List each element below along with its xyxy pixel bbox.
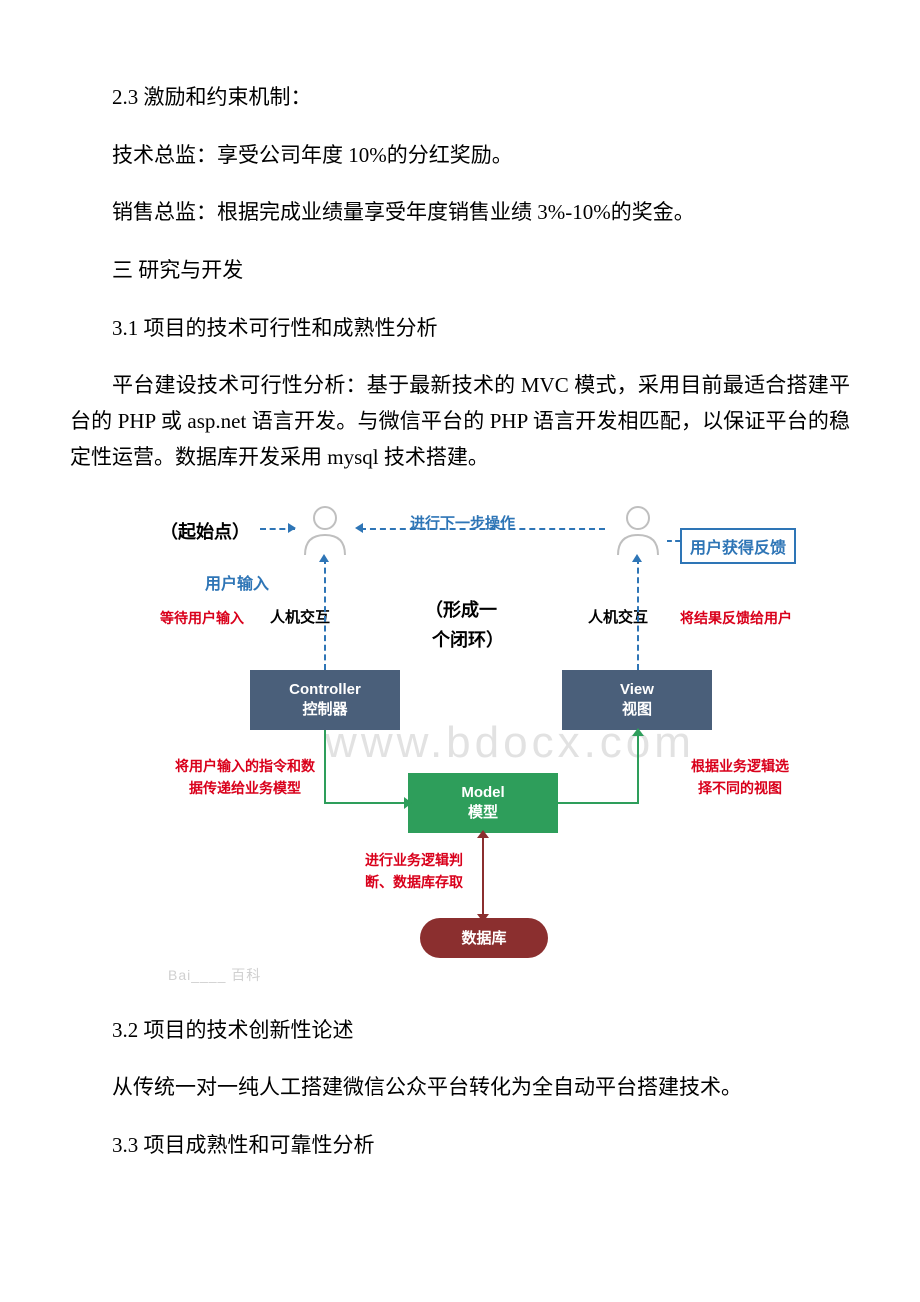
- model-view-l1: 根据业务逻辑选: [670, 756, 810, 776]
- start-point-label: （起始点）: [160, 518, 250, 544]
- view-cn: 视图: [622, 698, 652, 719]
- arrow-next-op: [355, 523, 363, 533]
- dash-user-view: [637, 558, 639, 670]
- hci-right-label: 人机交互: [588, 606, 648, 627]
- next-op-label: 进行下一步操作: [410, 512, 515, 533]
- para-section-3: 三 研究与开发: [70, 253, 850, 289]
- controller-en: Controller: [289, 681, 361, 698]
- closed-loop-l2: 个闭环）: [432, 626, 504, 652]
- para-3-3: 3.3 项目成熟性和可靠性分析: [70, 1128, 850, 1164]
- hci-left-label: 人机交互: [270, 606, 330, 627]
- para-2-3: 2.3 激励和约束机制：: [70, 80, 850, 116]
- ctrl-model-l2: 据传递给业务模型: [160, 778, 330, 798]
- db-node: 数据库: [420, 918, 548, 958]
- baidu-watermark: Bai____ 百科: [168, 965, 261, 985]
- line-model-right: [558, 802, 638, 804]
- line-ctrl-right: [324, 802, 408, 804]
- arrow-db-up: [477, 830, 489, 838]
- model-node: Model 模型: [408, 773, 558, 833]
- view-node: View 视图: [562, 670, 712, 730]
- para-3-2: 3.2 项目的技术创新性论述: [70, 1013, 850, 1049]
- para-sales-director: 销售总监：根据完成业绩量享受年度销售业绩 3%-10%的奖金。: [70, 195, 850, 231]
- model-en: Model: [461, 784, 504, 801]
- model-db-l2: 断、数据库存取: [365, 872, 463, 892]
- para-3-1: 3.1 项目的技术可行性和成熟性分析: [70, 311, 850, 347]
- arrow-ctrl-model: [404, 797, 412, 809]
- para-innovation: 从传统一对一纯人工搭建微信公众平台转化为全自动平台搭建技术。: [70, 1070, 850, 1106]
- arrow-model-view: [632, 728, 644, 736]
- return-result-label: 将结果反馈给用户: [680, 608, 792, 628]
- dash-feedback: [667, 540, 680, 542]
- closed-loop-l1: （形成一: [425, 596, 497, 622]
- model-view-l2: 择不同的视图: [670, 778, 810, 798]
- ctrl-model-l1: 将用户输入的指令和数: [160, 756, 330, 776]
- arrow-start-user: [288, 523, 296, 533]
- model-cn: 模型: [468, 801, 498, 822]
- dash-user-ctrl: [324, 558, 326, 670]
- user-right-icon: [608, 500, 668, 560]
- model-db-l1: 进行业务逻辑判: [365, 850, 463, 870]
- arrow-user-ctrl-up: [319, 554, 329, 562]
- feedback-label: 用户获得反馈: [680, 528, 796, 564]
- controller-cn: 控制器: [302, 698, 347, 719]
- user-input-label: 用户输入: [205, 570, 269, 594]
- db-label: 数据库: [461, 927, 506, 948]
- para-feasibility: 平台建设技术可行性分析：基于最新技术的 MVC 模式，采用目前最适合搭建平台的 …: [70, 368, 850, 475]
- document-page: 2.3 激励和约束机制： 技术总监：享受公司年度 10%的分红奖励。 销售总监：…: [0, 0, 920, 1302]
- para-tech-director: 技术总监：享受公司年度 10%的分红奖励。: [70, 138, 850, 174]
- line-model-up: [637, 734, 639, 804]
- line-model-db: [482, 833, 484, 918]
- mvc-diagram: www.bdocx.com （起始点） 进行下一步操作 用户获得反馈 用户输入 …: [160, 498, 820, 993]
- controller-node: Controller 控制器: [250, 670, 400, 730]
- wait-input-label: 等待用户输入: [160, 608, 244, 628]
- user-left-icon: [295, 500, 355, 560]
- arrow-user-view-up: [632, 554, 642, 562]
- view-en: View: [620, 681, 654, 698]
